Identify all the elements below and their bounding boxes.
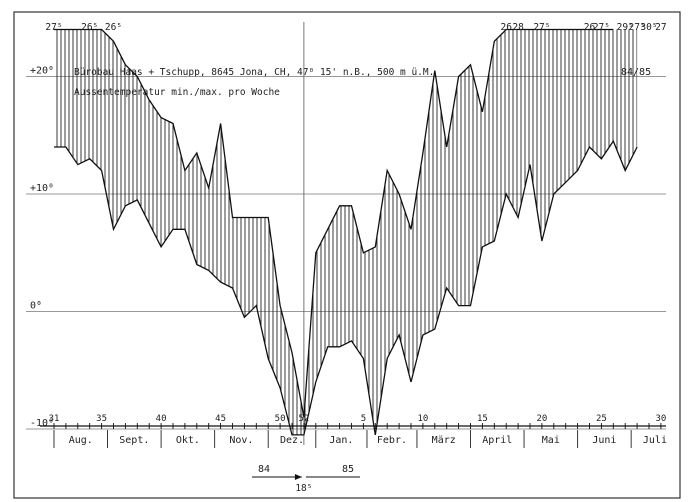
month-label: April [482, 435, 512, 446]
x-tick-label: 20 [536, 414, 547, 424]
extreme-value-label: 26 [584, 22, 596, 33]
chart-frame [13, 11, 681, 499]
x-axis: 31 35 40 45 50 52 5 10 15 20 25 30 Aug. Sept. Okt. Nov.… [40, 414, 667, 480]
y-axis: +20⁰ +10⁰ 0⁰ -10⁰ [30, 66, 54, 430]
extreme-value-label: 27⁵ [593, 22, 610, 33]
extreme-value-label: 26⁵ [105, 22, 122, 33]
year-arrow-left-head [294, 474, 302, 480]
x-tick-label: 45 [215, 414, 226, 424]
year-84-label: 84 [258, 464, 270, 475]
x-tick-label: 35 [96, 414, 107, 424]
y-tick-label: -10⁰ [30, 418, 54, 429]
x-tick-label: 5 [361, 414, 366, 424]
x-tick-label: 50 [275, 414, 286, 424]
series-min-line [54, 139, 638, 436]
y-tick-label: +20⁰ [30, 66, 54, 77]
chart-subtitle: Aussentemperatur min./max. pro Woche [74, 87, 280, 98]
month-label: Dez. [280, 435, 304, 446]
temperature-range-area [54, 29, 638, 435]
month-label: Aug. [69, 435, 93, 446]
x-tick-label: 15 [477, 414, 488, 424]
extreme-value-label: 27⁵ [45, 22, 62, 33]
y-tick-label: 0⁰ [30, 301, 42, 312]
chart-title: Bürobau Haas + Tschupp, 8645 Jona, CH, 4… [74, 67, 434, 78]
extreme-value-label: 29⁵ [617, 22, 634, 33]
y-tick-label: +10⁰ [30, 183, 54, 194]
extreme-value-label: 18⁵ [295, 483, 312, 494]
x-tick-label: 25 [596, 414, 607, 424]
x-tick-label: 31 [49, 414, 60, 424]
extreme-value-label: 26 [500, 22, 512, 33]
x-tick-label: 40 [156, 414, 167, 424]
month-label: Juni [592, 435, 616, 446]
month-label: Jan. [329, 435, 353, 446]
series-max-line [54, 28, 614, 418]
extreme-value-label: 26⁵ [81, 22, 98, 33]
month-label: Febr. [377, 435, 407, 446]
month-label: Sept. [119, 435, 149, 446]
temperature-band [54, 28, 638, 436]
year-break: 84 85 [258, 464, 354, 475]
extreme-value-label: 27⁵ [629, 22, 646, 33]
x-tick-label: 30 [655, 414, 666, 424]
month-label: März [432, 435, 456, 446]
extreme-value-label: 30⁵ [640, 22, 657, 33]
month-label: Mai [542, 435, 560, 446]
extreme-value-label: 27⁵ [533, 22, 550, 33]
x-tick-label: 10 [417, 414, 428, 424]
month-label: Nov. [229, 435, 253, 446]
extreme-value-label: 28 [512, 22, 524, 33]
extreme-value-label: 27 [655, 22, 666, 33]
x-tick-label: 52 [298, 414, 309, 424]
year-85-label: 85 [342, 464, 354, 475]
month-label: Juli [643, 435, 667, 446]
month-label: Okt. [176, 435, 200, 446]
